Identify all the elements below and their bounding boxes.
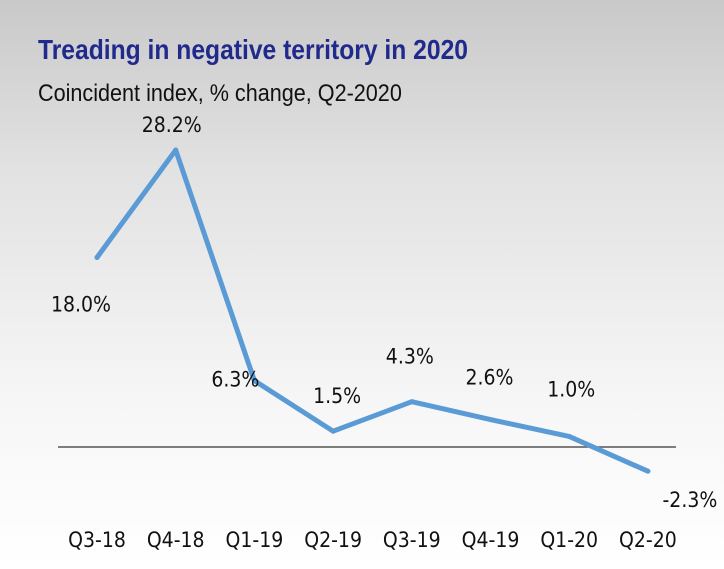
data-label: 6.3% — [211, 368, 259, 392]
data-label: 18.0% — [51, 292, 111, 316]
chart-title: Treading in negative territory in 2020 — [38, 34, 468, 65]
x-tick-labels: Q3-18 Q4-18 Q1-19 Q2-19 Q3-19 Q4-19 Q1-20 Q2-20 — [68, 528, 677, 552]
data-label: 2.6% — [466, 366, 514, 390]
series-line — [94, 147, 651, 474]
data-point — [173, 147, 179, 153]
data-points — [94, 147, 651, 474]
data-label: 28.2% — [142, 113, 202, 137]
x-tick-label: Q3-18 — [68, 528, 126, 552]
data-label: 1.0% — [547, 377, 595, 401]
x-tick-label: Q3-19 — [383, 528, 441, 552]
data-point — [330, 428, 336, 434]
data-label: 1.5% — [313, 384, 361, 408]
x-tick-label: Q1-19 — [226, 528, 284, 552]
data-point — [94, 254, 100, 260]
data-point — [251, 378, 257, 384]
x-tick-label: Q2-19 — [304, 528, 362, 552]
data-point — [645, 468, 651, 474]
data-label: 4.3% — [386, 345, 434, 369]
x-tick-label: Q2-20 — [619, 528, 677, 552]
chart-subtitle: Coincident index, % change, Q2-2020 — [38, 80, 402, 107]
data-point — [566, 433, 572, 439]
data-point — [488, 417, 493, 423]
data-label: -2.3% — [662, 488, 717, 512]
data-point — [409, 399, 415, 405]
data-labels: 18.0% 28.2% 6.3% 1.5% 4.3% 2.6% 1.0% -2.3% — [51, 113, 717, 512]
x-tick-label: Q4-19 — [462, 528, 520, 552]
x-tick-label: Q4-18 — [147, 528, 205, 552]
x-tick-label: Q1-20 — [540, 528, 598, 552]
